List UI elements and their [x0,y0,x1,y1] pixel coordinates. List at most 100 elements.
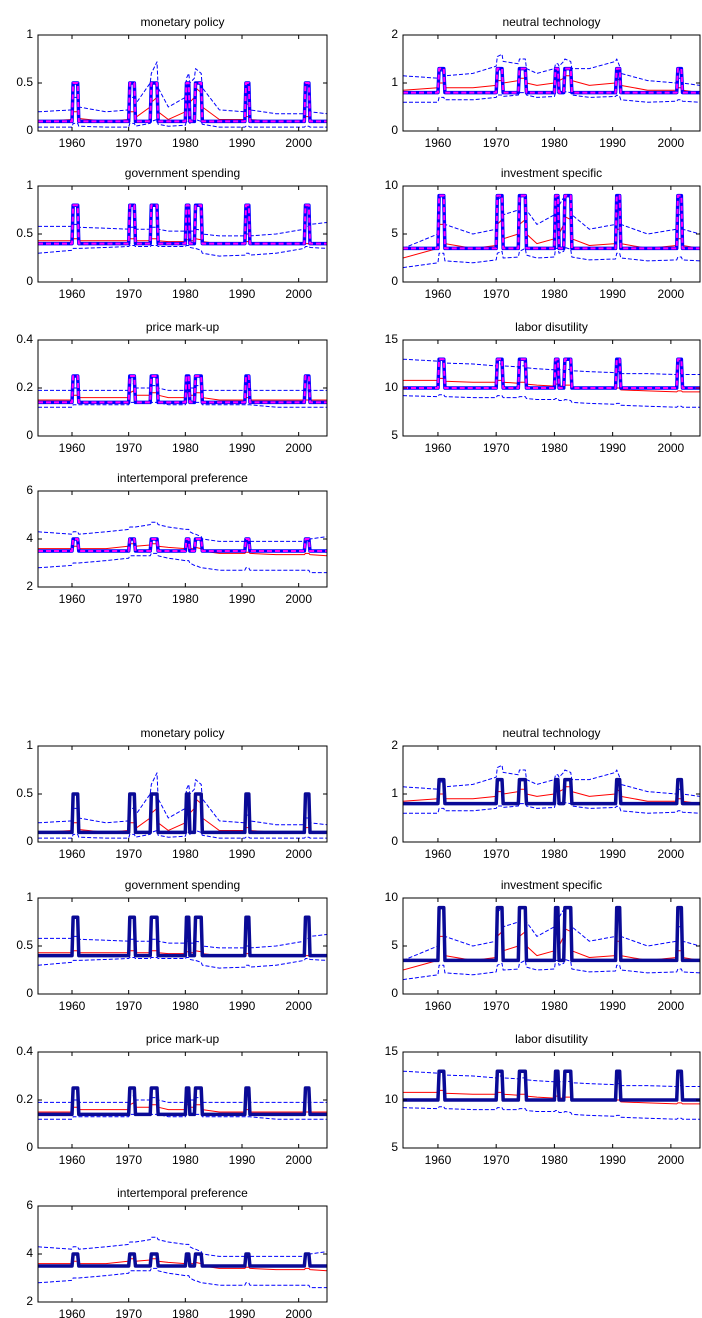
x-tick-label: 1960 [425,441,452,455]
x-tick-label: 1980 [541,441,568,455]
x-tick-label: 1990 [599,999,626,1013]
series-line [403,764,700,797]
x-tick-label: 1960 [59,136,86,150]
subplot: labor disutility 1960 1970 1980 1990 2000 5 10 1… [385,1032,701,1167]
series-line [38,792,327,835]
subplot-title: government spending [125,878,240,892]
y-tick-label: 2 [26,579,33,593]
series-line [403,1070,700,1088]
x-tick-label: 1980 [541,1153,568,1167]
subplot: neutral technology 1960 1970 1980 1990 2000 0 1… [391,15,701,150]
series-line [403,958,700,981]
x-tick-label: 1970 [483,287,510,301]
x-tick-label: 1960 [425,847,452,861]
subplot-title: labor disutility [515,320,588,334]
x-tick-label: 1970 [483,1153,510,1167]
x-tick-label: 1990 [599,847,626,861]
x-tick-label: 1990 [229,592,256,606]
y-tick-label: 0.2 [16,1092,33,1106]
x-tick-label: 2000 [285,136,312,150]
y-tick-label: 0 [26,1140,33,1154]
x-tick-label: 2000 [658,441,685,455]
series-line [38,1258,327,1272]
y-tick-label: 2 [391,27,398,41]
subplot: price mark-up 1960 1970 1980 1990 2000 0 0.2 0.4 [16,320,328,455]
x-tick-label: 1970 [483,847,510,861]
series-line [38,204,327,245]
y-tick-label: 10 [385,178,399,192]
y-tick-label: 0.4 [16,332,33,346]
y-tick-label: 0.5 [16,226,33,240]
y-tick-label: 5 [391,938,398,952]
series-line [403,394,700,408]
series-line [38,1252,327,1268]
plot-area [403,898,700,994]
subplot-title: labor disutility [515,1032,588,1046]
x-tick-label: 1980 [172,999,199,1013]
x-tick-label: 1980 [172,441,199,455]
subplot-title: investment specific [501,166,602,180]
subplot: price mark-up 1960 1970 1980 1990 2000 0 0.2 0.4 [16,1032,328,1167]
series-line [38,543,327,557]
y-tick-label: 1 [26,738,33,752]
x-tick-label: 1980 [172,592,199,606]
subplot-title: monetary policy [140,726,224,740]
x-tick-label: 1970 [483,136,510,150]
series-line [403,1069,700,1102]
series-line [38,221,327,237]
plot-area [38,35,327,131]
series-line [403,358,700,389]
subplot-title: price mark-up [146,1032,220,1046]
subplot: monetary policy 1960 1970 1980 1990 2000 0 0.5 1 [16,15,328,150]
x-tick-label: 1990 [229,1307,256,1318]
series-group [403,357,700,408]
x-tick-label: 1980 [172,1153,199,1167]
x-tick-label: 2000 [285,999,312,1013]
series-line [403,246,700,269]
series-line [403,194,700,250]
series-line [38,375,327,404]
plot-area [38,491,327,587]
subplot-title: neutral technology [502,15,600,29]
subplot: investment specific 1960 1970 1980 1990 2000 0… [385,166,701,301]
series-line [403,67,700,94]
series-group [38,1086,327,1120]
x-tick-label: 2000 [285,847,312,861]
y-tick-label: 1 [391,75,398,89]
plot-area [38,1206,327,1302]
x-tick-label: 1960 [59,287,86,301]
x-tick-label: 2000 [285,287,312,301]
series-line [38,118,327,128]
x-tick-label: 2000 [658,136,685,150]
x-tick-label: 1980 [541,847,568,861]
x-tick-label: 1980 [172,136,199,150]
x-tick-label: 1960 [425,999,452,1013]
subplot: labor disutility 1960 1970 1980 1990 2000 5 10 1… [385,320,701,455]
subplot-title: monetary policy [140,15,224,29]
x-tick-label: 1960 [59,592,86,606]
subplot: intertemporal preference 1960 1970 1980 1990… [26,1186,328,1318]
y-tick-label: 10 [385,890,399,904]
series-group [38,521,327,574]
x-tick-label: 1970 [115,847,142,861]
x-tick-label: 1960 [59,1153,86,1167]
y-tick-label: 0 [391,986,398,1000]
x-tick-label: 2000 [658,847,685,861]
x-tick-label: 1960 [425,287,452,301]
subplot: government spending 1960 1970 1980 1990 2000 0… [16,166,328,301]
series-line [403,377,700,393]
series-line [38,552,327,574]
x-tick-label: 1990 [229,999,256,1013]
subplot: neutral technology 1960 1970 1980 1990 2000 0 1… [391,726,701,861]
series-group [403,53,700,103]
y-tick-label: 0.5 [16,786,33,800]
x-tick-label: 1970 [115,999,142,1013]
series-line [403,91,700,103]
y-tick-label: 1 [26,27,33,41]
y-tick-label: 5 [391,226,398,240]
x-tick-label: 1980 [172,847,199,861]
y-tick-label: 5 [391,1140,398,1154]
x-tick-label: 1980 [541,287,568,301]
series-line [38,1267,327,1289]
